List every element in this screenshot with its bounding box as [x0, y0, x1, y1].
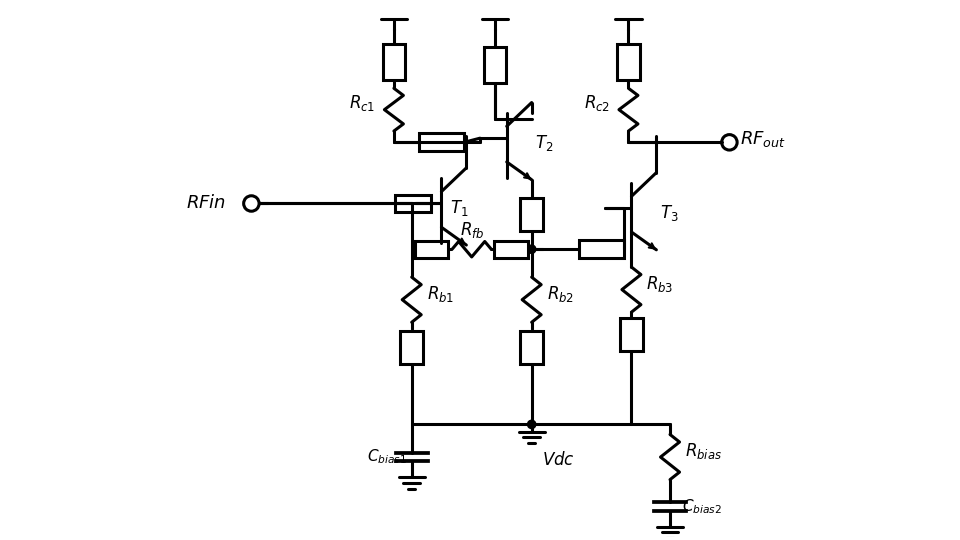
Text: $T_1$: $T_1$ — [450, 198, 468, 218]
Circle shape — [527, 245, 536, 253]
Text: $R_{c2}$: $R_{c2}$ — [584, 92, 611, 112]
Text: $T_2$: $T_2$ — [536, 133, 554, 153]
Bar — [579, 240, 624, 258]
Text: $R_{c1}$: $R_{c1}$ — [349, 92, 375, 112]
Text: $R_{b2}$: $R_{b2}$ — [546, 284, 574, 304]
Circle shape — [408, 199, 416, 208]
Text: $R_{bias}$: $R_{bias}$ — [684, 441, 722, 461]
Text: $RFin$: $RFin$ — [186, 194, 227, 213]
Bar — [520, 198, 543, 231]
Bar — [415, 241, 448, 258]
Text: $C_{bias1}$: $C_{bias1}$ — [367, 448, 407, 467]
Bar — [419, 133, 464, 151]
Bar — [400, 330, 423, 364]
Circle shape — [527, 420, 536, 429]
Bar — [383, 44, 405, 80]
Bar — [484, 48, 506, 83]
Text: $R_{b3}$: $R_{b3}$ — [646, 274, 674, 294]
Text: $Vdc$: $Vdc$ — [542, 451, 575, 469]
Bar — [396, 194, 431, 212]
Text: $C_{bias2}$: $C_{bias2}$ — [682, 497, 722, 516]
Text: $T_3$: $T_3$ — [660, 203, 679, 223]
Bar — [617, 44, 639, 80]
Bar — [620, 318, 642, 351]
Text: $R_{fb}$: $R_{fb}$ — [460, 220, 484, 240]
Bar — [494, 241, 527, 258]
Text: $R_{b1}$: $R_{b1}$ — [426, 284, 454, 304]
Text: $RF_{out}$: $RF_{out}$ — [739, 130, 785, 150]
Bar — [520, 330, 543, 364]
